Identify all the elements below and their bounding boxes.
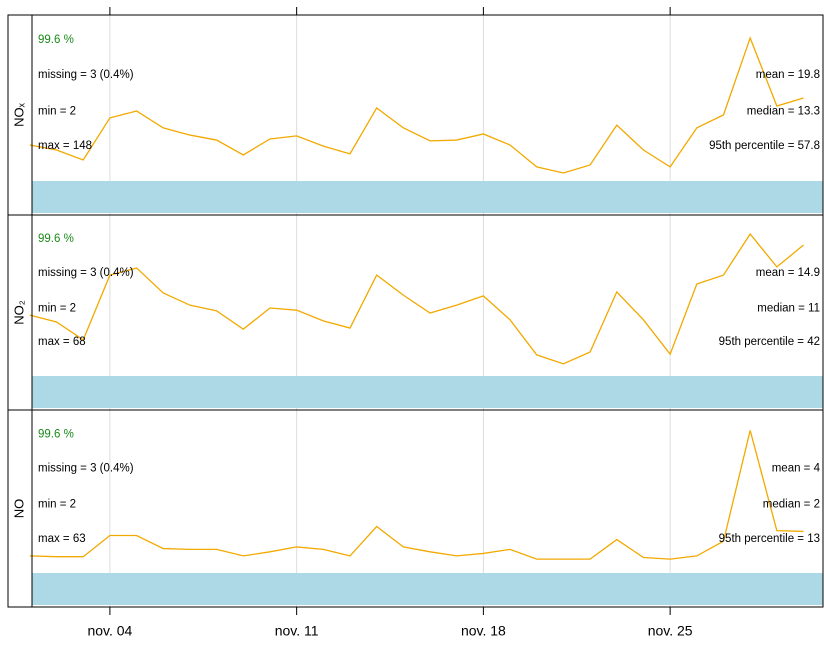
capture-text: 99.6 %	[38, 233, 74, 245]
data-line	[29, 36, 804, 174]
stat-mean: mean = 4	[772, 463, 821, 475]
panel-frame	[7, 409, 824, 608]
x-tick-label: nov. 04	[87, 623, 132, 639]
data-line	[29, 232, 804, 365]
capture-bar	[32, 181, 823, 213]
x-tick-label: nov. 25	[648, 623, 693, 639]
stat-missing: missing = 3 (0.4%)	[38, 267, 134, 279]
stat-max: max = 68	[38, 336, 86, 348]
panel-label: NOₓ	[11, 102, 26, 127]
stat-min: min = 2	[38, 302, 76, 314]
capture-text: 99.6 %	[38, 34, 74, 46]
stat-missing: missing = 3 (0.4%)	[38, 463, 134, 475]
stat-missing: missing = 3 (0.4%)	[38, 69, 134, 81]
capture-text: 99.6 %	[38, 428, 74, 440]
x-tick-label: nov. 18	[461, 623, 506, 639]
stat-p95: 95th percentile = 42	[719, 336, 820, 348]
stat-min: min = 2	[38, 499, 76, 511]
stat-max: max = 63	[38, 533, 86, 545]
stat-max: max = 148	[38, 140, 92, 152]
panel-label: NO	[11, 499, 26, 519]
data-line	[29, 430, 804, 560]
stat-median: median = 2	[763, 499, 820, 511]
x-tick-label: nov. 11	[275, 623, 319, 639]
capture-bar	[32, 376, 823, 408]
stat-min: min = 2	[38, 105, 76, 117]
stat-p95: 95th percentile = 57.8	[709, 140, 820, 152]
stat-mean: mean = 19.8	[756, 69, 820, 81]
stat-mean: mean = 14.9	[756, 267, 820, 279]
panel-label: NO₂	[11, 300, 26, 325]
stat-median: median = 11	[757, 302, 820, 314]
stat-p95: 95th percentile = 13	[719, 533, 820, 545]
stat-median: median = 13.3	[747, 105, 820, 117]
capture-bar	[32, 573, 823, 605]
